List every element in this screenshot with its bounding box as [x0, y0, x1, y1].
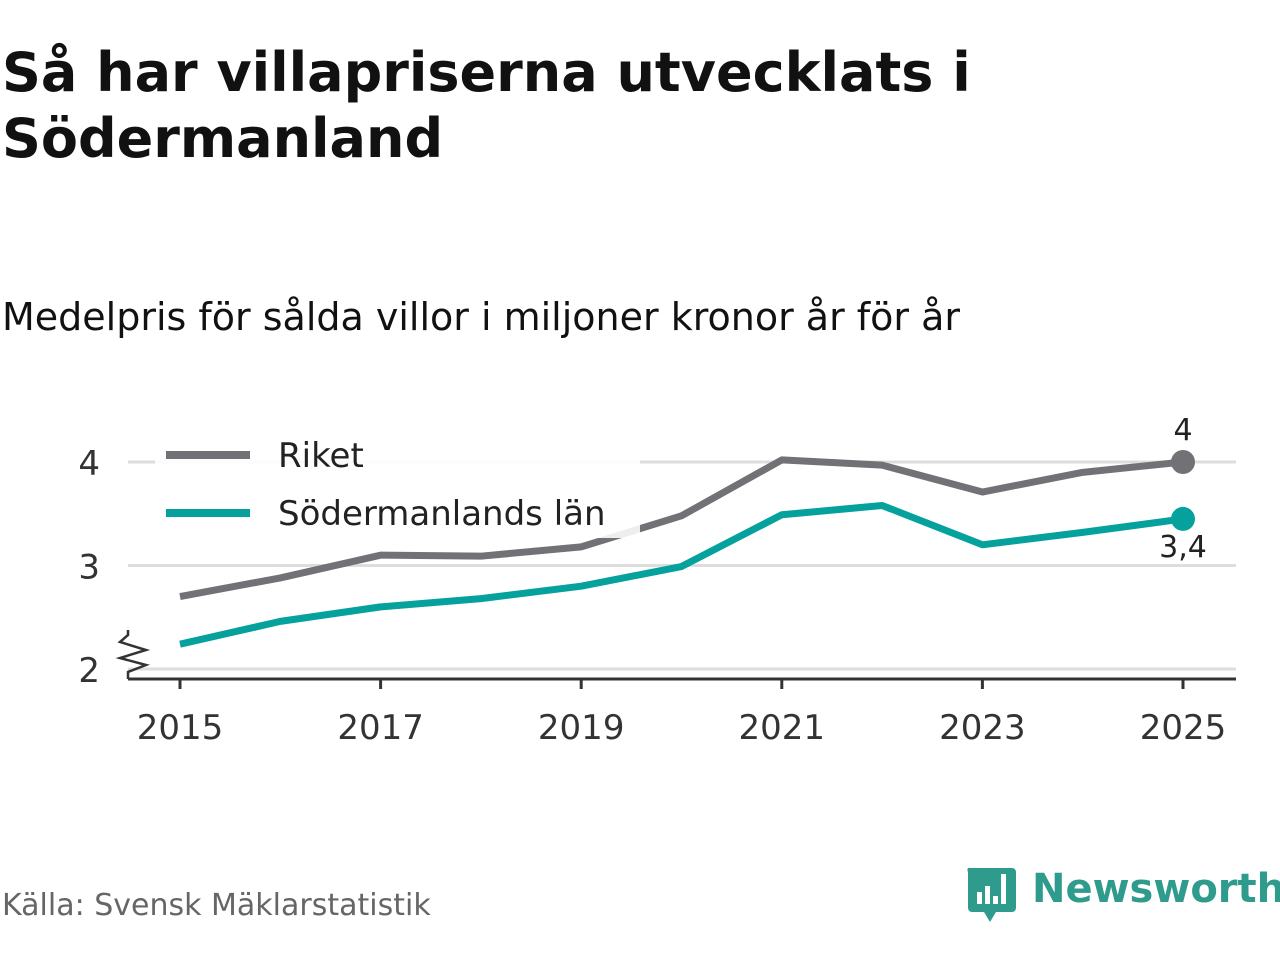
- end-point-1: [1171, 506, 1195, 531]
- series-lines: [179, 456, 1184, 648]
- x-tick-label-2015: 2015: [137, 708, 224, 748]
- chart-title: Så har villapriserna utvecklats i Söderm…: [2, 41, 971, 170]
- y-tick-label-2: 2: [78, 651, 100, 691]
- end-point-0: [1171, 450, 1195, 474]
- series-line-0: [179, 456, 1184, 600]
- x-tick-label-2025: 2025: [1140, 708, 1227, 748]
- end-points: 43,4: [1156, 410, 1210, 568]
- x-tick-label-2021: 2021: [739, 708, 826, 748]
- x-tick-label-2023: 2023: [939, 708, 1026, 748]
- end-label-1: 3,4: [1159, 530, 1207, 565]
- chart-subtitle: Medelpris för sålda villor i miljoner kr…: [2, 295, 961, 339]
- x-axis: [115, 630, 1236, 689]
- source-note: Källa: Svensk Mäklarstatistik: [2, 888, 431, 923]
- y-axis-labels: 2 3 4: [78, 444, 100, 691]
- y-tick-label-3: 3: [78, 548, 100, 588]
- end-label-0: 4: [1173, 413, 1192, 448]
- x-axis-labels: 2015 2017 2019 2021 2023 2025: [137, 708, 1227, 748]
- legend: Riket Södermanlands län: [155, 428, 640, 538]
- x-tick-label-2019: 2019: [538, 708, 625, 748]
- legend-background: [155, 428, 640, 538]
- newsworthy-logo-icon: [967, 868, 1016, 922]
- newsworthy-wordmark: Newsworthy: [1032, 866, 1280, 912]
- legend-label-0: Riket: [278, 436, 364, 476]
- x-tick-label-2017: 2017: [337, 708, 424, 748]
- line-chart: 2 3 4 2015 2017 2019 2021 2023 2025 Riket Söderm…: [78, 410, 1236, 748]
- series-line-1: [179, 501, 1184, 648]
- y-tick-label-4: 4: [78, 444, 100, 484]
- legend-label-1: Södermanlands län: [278, 494, 606, 534]
- axis-break-icon: [115, 630, 151, 679]
